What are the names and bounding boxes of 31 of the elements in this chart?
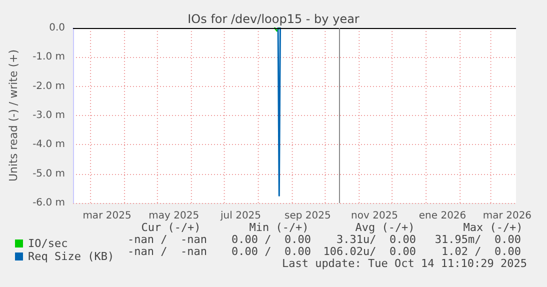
y-tick-label: 0.0 [49, 22, 65, 34]
text: 31.95m/ 0.00 [434, 233, 521, 246]
legend-label: IO/sec [28, 237, 68, 250]
y-tick-label: -3.0 m [32, 110, 65, 121]
chart-title: IOs for /dev/loop15 - by year [188, 12, 360, 26]
x-tick-label: mar 2026 [482, 210, 532, 222]
text: 106.02u/ 0.00 [323, 245, 416, 258]
text: -nan / -nan [128, 245, 207, 258]
y-tick-label: -6.0 m [32, 198, 65, 208]
text: -nan / -nan [128, 233, 207, 246]
x-tick-label: nov 2025 [351, 210, 398, 222]
x-tick-label: sep 2025 [284, 210, 331, 222]
text: 3.31u/ 0.00 [336, 233, 416, 246]
legend-label: Req Size (KB) [28, 250, 114, 263]
y-tick-label: -1.0 m [32, 52, 65, 63]
text: Last update: Tue Oct 14 11:10:29 2025 [282, 257, 527, 270]
y-tick-label: -2.0 m [32, 80, 65, 92]
text: Min (-/+) [249, 221, 309, 234]
x-tick-label: ene 2026 [418, 210, 466, 222]
y-tick-label: -4.0 m [32, 139, 65, 150]
x-tick-label: jul 2025 [220, 210, 262, 222]
text: 1.02 / 0.00 [442, 245, 521, 258]
text: 0.00 / 0.00 [232, 245, 311, 258]
y-tick-label: -5.0 m [32, 168, 65, 180]
text: Avg (-/+) [355, 221, 415, 234]
x-tick-label: may 2025 [148, 210, 200, 222]
text: 0.00 / 0.00 [232, 233, 311, 246]
text: Max (-/+) [463, 221, 523, 234]
y-axis-title: Units read (-) / write (+) [7, 49, 20, 182]
x-tick-label: mar 2025 [82, 210, 132, 222]
text: Cur (-/+) [141, 221, 201, 234]
